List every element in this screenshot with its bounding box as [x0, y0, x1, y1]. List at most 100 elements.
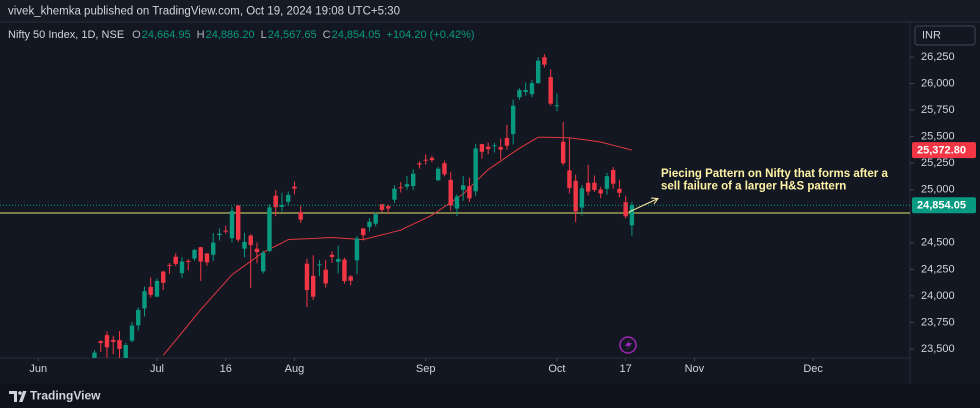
candle: [585, 164, 591, 196]
candle: [629, 201, 635, 236]
candle: [485, 142, 491, 155]
logo-part: [19, 391, 27, 402]
currency-box[interactable]: [914, 25, 976, 46]
annotation-text: sell failure of a larger H&S pattern: [661, 181, 846, 193]
candle-body: [592, 182, 597, 190]
candle: [473, 143, 478, 196]
legend-title: Nifty 50 Index, 1D, NSE: [8, 29, 124, 41]
legend-value: 24,567.65: [268, 29, 317, 41]
candle-body: [398, 187, 403, 189]
candle: [104, 331, 110, 358]
candle: [567, 138, 572, 194]
candle-body: [367, 221, 372, 227]
candle-body: [204, 253, 210, 263]
candle-body: [585, 182, 591, 192]
candle: [579, 185, 585, 216]
candle: [154, 278, 160, 297]
candle-body: [473, 148, 478, 192]
candle: [211, 233, 216, 261]
legend-value: 24,664.95: [142, 29, 191, 41]
x-tick-label: 17: [620, 363, 632, 375]
footer-brand: TradingView: [30, 389, 101, 403]
candle-body: [629, 205, 635, 226]
candle: [161, 270, 166, 290]
candle: [598, 186, 603, 199]
legend: Nifty 50 Index, 1D, NSE O 24,664.95 H 24,886…: [8, 29, 475, 41]
candle: [361, 228, 366, 241]
legend-key: C: [323, 29, 331, 41]
candle: [354, 236, 360, 275]
candle: [192, 248, 197, 261]
candle: [167, 263, 172, 274]
y-tick-label: 23,500: [921, 343, 955, 355]
events-icon[interactable]: [619, 336, 637, 354]
y-tick-label: 25,750: [921, 104, 955, 116]
candle: [117, 331, 122, 358]
legend-key: O: [132, 29, 141, 41]
y-tick-label: 24,000: [921, 290, 955, 302]
x-tick-label: Oct: [548, 363, 565, 375]
annotation-arrow: [628, 198, 658, 213]
candle: [298, 205, 303, 224]
candle-body: [111, 339, 116, 342]
candle: [92, 350, 97, 358]
candle: [398, 181, 403, 193]
legend-key: H: [197, 29, 205, 41]
candle: [460, 175, 466, 201]
candle: [604, 172, 610, 195]
candle-body: [98, 341, 103, 343]
header-text: vivek_khemka published on TradingView.co…: [8, 6, 400, 18]
candle: [148, 277, 153, 298]
price-badge: [912, 142, 976, 159]
candle: [248, 234, 253, 289]
candle-body: [379, 204, 385, 210]
candle: [242, 232, 247, 258]
candle-body: [236, 205, 241, 240]
candle-body: [485, 146, 491, 150]
candle: [448, 171, 453, 211]
candle-body: [429, 157, 435, 161]
candle-body: [467, 186, 472, 199]
x-tick-label: Jun: [29, 363, 47, 375]
candle: [498, 138, 503, 160]
candle: [323, 259, 328, 288]
candle-body: [129, 325, 135, 341]
candle: [123, 342, 128, 358]
candle-body: [286, 194, 291, 202]
x-tick-label: Nov: [685, 363, 705, 375]
price-badge-label: 24,854.05: [917, 200, 966, 212]
legend-value: 24,854.05: [332, 29, 381, 41]
candle: [254, 242, 260, 264]
candle-body: [298, 212, 303, 220]
candle-body: [248, 235, 253, 246]
candle: [261, 250, 266, 274]
candle-body: [304, 263, 310, 291]
candle-body: [179, 261, 185, 274]
y-tick-label: 26,000: [921, 77, 955, 89]
candle: [548, 69, 553, 106]
header-bar: [0, 0, 980, 22]
candle: [492, 142, 497, 153]
candle-body: [517, 90, 522, 98]
event-circle: [619, 336, 637, 354]
plot: [0, 54, 910, 358]
candle: [435, 166, 441, 181]
candle-body: [161, 271, 166, 283]
candle-body: [460, 185, 466, 190]
candle: [504, 124, 510, 150]
legend-change: +104.20 (+0.42%): [387, 29, 475, 41]
candle: [392, 185, 397, 204]
x-tick-label: Jul: [150, 363, 164, 375]
candle-body: [279, 204, 285, 207]
candle-body: [623, 202, 628, 217]
candle: [273, 189, 278, 217]
event-bolt: [625, 339, 632, 351]
footer-logo: [9, 391, 27, 402]
candle-body: [598, 189, 603, 194]
candle-body: [173, 256, 178, 264]
x-tick-label: Dec: [803, 363, 823, 375]
candle: [573, 174, 578, 223]
candle-body: [117, 340, 122, 349]
candle: [217, 228, 222, 241]
logo-dot: [18, 391, 22, 395]
